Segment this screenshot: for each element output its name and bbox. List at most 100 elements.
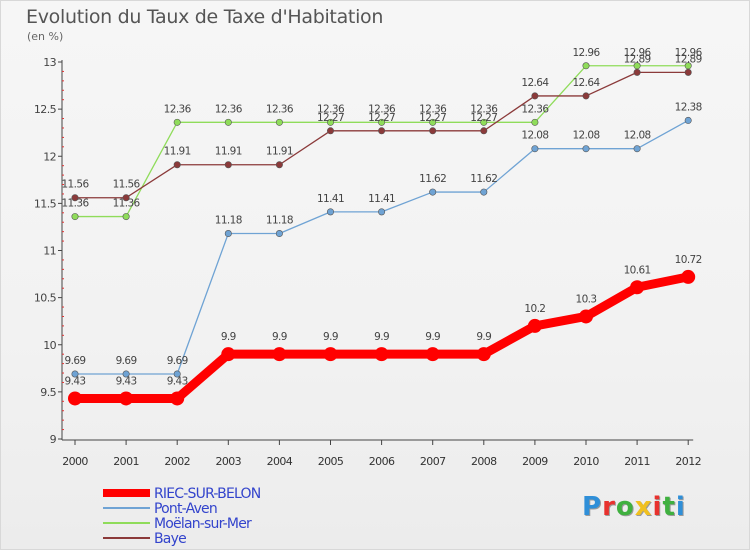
data-label: 9.69 xyxy=(116,355,137,367)
data-label: 10.3 xyxy=(576,293,597,305)
logo-letter: x xyxy=(634,492,653,522)
unit-label: (en %) xyxy=(27,30,64,43)
x-tick-label: 2003 xyxy=(215,455,241,468)
data-point xyxy=(326,208,334,216)
data-label: 12.08 xyxy=(521,130,548,142)
data-label: 9.9 xyxy=(272,331,287,343)
data-label: 12.89 xyxy=(624,53,651,65)
data-point xyxy=(323,347,338,362)
x-tick-label: 2009 xyxy=(522,455,548,468)
data-point xyxy=(122,213,130,221)
legend-label: Moëlan-sur-Mer xyxy=(154,516,252,532)
data-label: 9.69 xyxy=(167,355,188,367)
data-point xyxy=(170,391,185,406)
data-point xyxy=(378,208,386,216)
y-tick-label: 11.5 xyxy=(34,197,57,210)
data-label: 9.43 xyxy=(116,375,137,387)
data-point xyxy=(378,118,386,126)
data-label: 10.2 xyxy=(524,303,545,315)
data-label: 9.9 xyxy=(374,331,389,343)
y-tick-label: 13 xyxy=(43,56,56,69)
y-tick-label: 11 xyxy=(43,245,56,258)
data-label: 12.64 xyxy=(521,77,549,89)
data-point xyxy=(378,127,386,135)
data-label: 9.9 xyxy=(221,331,236,343)
legend-label: Pont-Aven xyxy=(154,501,217,517)
y-tick-label: 12 xyxy=(43,150,56,163)
data-point xyxy=(429,127,437,135)
data-point xyxy=(579,309,593,324)
data-labels: 9.43 9.43 9.43 9.9 9.9 9.9 9.9 9.9 9.9 10.2 10.3 10… xyxy=(61,47,703,388)
data-label: 12.08 xyxy=(624,130,651,142)
x-tick-label: 2008 xyxy=(471,455,497,468)
logo-letter: P xyxy=(582,492,603,522)
legend: RIEC-SUR-BELONPont-AvenMoëlan-sur-MerBay… xyxy=(103,486,262,547)
data-point xyxy=(275,230,283,238)
data-point xyxy=(582,62,590,70)
x-tick-label: 2000 xyxy=(62,455,88,468)
data-point xyxy=(630,280,645,295)
x-tick-label: 2002 xyxy=(164,455,190,468)
x-tick-label: 2001 xyxy=(113,455,139,468)
data-label: 9.43 xyxy=(65,375,86,387)
data-label: 11.41 xyxy=(368,193,395,205)
data-point xyxy=(531,118,539,126)
data-label: 12.27 xyxy=(317,112,344,124)
logo-letter: r xyxy=(602,492,616,522)
data-label: 11.56 xyxy=(61,179,89,191)
data-label: 12.36 xyxy=(470,103,498,115)
data-point xyxy=(480,127,488,135)
x-tick-label: 2010 xyxy=(573,455,599,468)
axes: 9 9.5 10 10.5 11 11.5 12 12.5 13 2000 2001 2002 2003… xyxy=(34,56,702,468)
data-label: 11.18 xyxy=(215,215,242,227)
data-point xyxy=(425,347,440,362)
data-point xyxy=(272,347,287,362)
data-point xyxy=(275,118,283,126)
y-tick-label: 9.5 xyxy=(40,386,56,399)
data-label: 9.9 xyxy=(323,331,338,343)
data-label: 11.36 xyxy=(113,198,141,210)
data-point xyxy=(221,347,236,362)
proxiti-logo: Proxiti xyxy=(582,492,686,522)
data-point xyxy=(684,116,692,124)
data-label: 12.89 xyxy=(675,53,702,65)
data-point xyxy=(71,370,79,378)
data-point xyxy=(275,161,283,169)
y-tick-label: 10 xyxy=(43,339,56,352)
data-label: 11.36 xyxy=(61,198,89,210)
data-label: 11.18 xyxy=(266,215,293,227)
data-label: 12.38 xyxy=(675,101,702,113)
data-label: 10.72 xyxy=(675,254,702,266)
data-point xyxy=(633,145,641,153)
y-tick-label: 10.5 xyxy=(34,292,57,305)
data-label: 9.69 xyxy=(65,355,86,367)
data-point xyxy=(633,68,641,76)
data-label: 12.64 xyxy=(572,77,600,89)
data-label: 12.27 xyxy=(470,112,497,124)
data-label: 11.91 xyxy=(266,146,293,158)
data-point xyxy=(71,213,79,221)
data-point xyxy=(684,68,692,76)
data-point xyxy=(122,370,130,378)
data-point xyxy=(224,118,232,126)
data-point xyxy=(429,188,437,196)
data-label: 12.27 xyxy=(368,112,395,124)
logo-letter: i xyxy=(652,492,663,522)
series-lines xyxy=(68,62,696,406)
x-tick-label: 2007 xyxy=(420,455,446,468)
data-point xyxy=(429,118,437,126)
data-point xyxy=(119,391,134,406)
data-point xyxy=(582,92,590,100)
data-point xyxy=(476,347,491,362)
data-point xyxy=(173,118,181,126)
data-label: 11.62 xyxy=(419,173,446,185)
logo-letter: o xyxy=(615,492,635,522)
data-point xyxy=(374,347,389,362)
x-tick-label: 2011 xyxy=(624,455,650,468)
data-label: 11.56 xyxy=(113,179,141,191)
data-label: 12.36 xyxy=(164,103,192,115)
data-label: 12.08 xyxy=(572,130,599,142)
data-label: 11.91 xyxy=(215,146,242,158)
x-tick-label: 2012 xyxy=(675,455,701,468)
